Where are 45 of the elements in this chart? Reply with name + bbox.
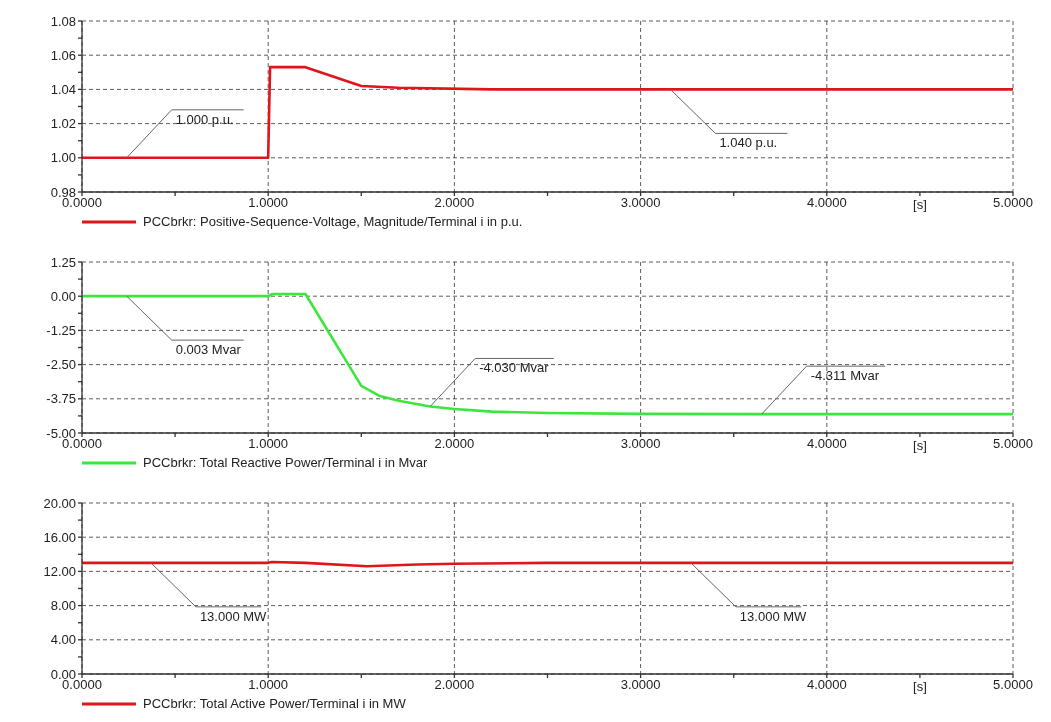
y-tick-label: 20.00	[43, 495, 76, 511]
x-tick-label: 3.0000	[620, 436, 661, 452]
y-tick-label: 12.00	[43, 564, 76, 580]
x-tick-label: 4.0000	[806, 677, 847, 693]
y-tick-label: -3.75	[46, 391, 76, 407]
line-series	[82, 292, 1013, 416]
y-tick-label: 8.00	[50, 598, 76, 614]
x-tick-label: 4.0000	[806, 195, 847, 211]
x-tick-label: 5.0000	[993, 436, 1033, 452]
annotation: 13.000 MW	[739, 608, 808, 624]
y-tick-label: 1.08	[50, 13, 76, 29]
x-tick-label: 1.0000	[248, 677, 289, 693]
x-tick-label: 4.0000	[806, 436, 847, 452]
annotation: 1.000 p.u.	[175, 111, 234, 127]
x-tick-label: 5.0000	[993, 677, 1033, 693]
x-tick-label: 3.0000	[620, 677, 661, 693]
y-tick-label: -1.25	[46, 323, 76, 339]
legend-label: PCCbrkr: Total Active Power/Terminal i in MW	[143, 696, 406, 711]
y-tick-label: 0.00	[50, 288, 76, 304]
legend-label: PCCbrkr: Positive-Sequence-Voltage, Magnitude/Terminal i in p.u.	[143, 214, 523, 229]
y-tick-label: 16.00	[43, 529, 76, 545]
annotation: -4.311 Mvar	[810, 368, 880, 384]
y-tick-label: 1.04	[50, 82, 76, 98]
y-tick-label: 1.06	[50, 47, 76, 63]
x-tick-label: 2.0000	[434, 195, 475, 211]
annotation: 1.040 p.u.	[719, 135, 778, 151]
y-tick-label: 1.02	[50, 116, 76, 132]
x-tick-label: 3.0000	[620, 195, 661, 211]
x-axis-title: [s]	[913, 679, 927, 694]
line-series	[82, 65, 1013, 160]
y-tick-label: 4.00	[50, 632, 76, 648]
x-axis-title: [s]	[913, 438, 927, 453]
y-tick-label: -2.50	[46, 357, 76, 373]
annotation: -4.030 Mvar	[479, 360, 550, 376]
legend-label: PCCbrkr: Total Reactive Power/Terminal i in Mvar	[143, 455, 428, 470]
y-tick-label: 1.00	[50, 150, 76, 166]
annotation: 13.000 MW	[199, 608, 268, 624]
x-tick-label: 1.0000	[248, 436, 289, 452]
y-tick-label: 1.25	[50, 254, 76, 270]
annotation: 0.003 Mvar	[175, 342, 242, 358]
x-tick-label: 5.0000	[993, 195, 1033, 211]
x-tick-label: 2.0000	[434, 677, 475, 693]
x-tick-label: 1.0000	[248, 195, 289, 211]
x-axis-title: [s]	[913, 197, 927, 212]
x-tick-label: 2.0000	[434, 436, 475, 452]
